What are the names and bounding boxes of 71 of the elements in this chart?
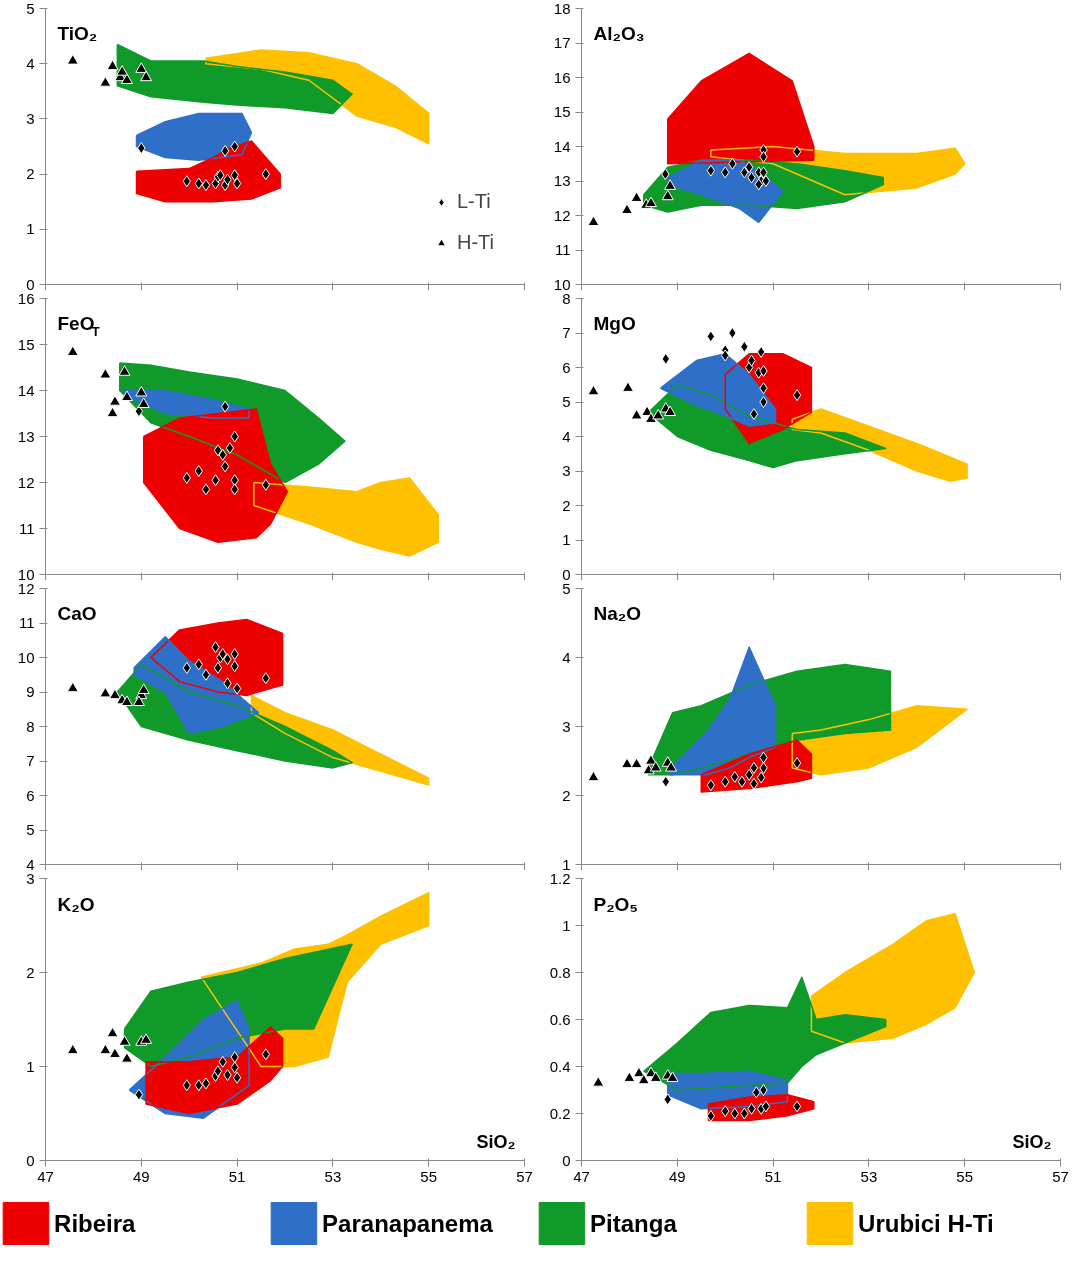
y-tick-label: 4 bbox=[562, 648, 571, 666]
y-tick-label: 13 bbox=[553, 172, 571, 189]
y-tick-label: 3 bbox=[562, 462, 571, 479]
y-tick-label: 4 bbox=[562, 427, 571, 445]
text: K₂O bbox=[57, 894, 95, 916]
y-tick-label: 2 bbox=[562, 496, 571, 514]
x-tick-label: 53 bbox=[324, 1167, 342, 1185]
y-tick-label: 3 bbox=[26, 109, 35, 127]
x-tick-label: 57 bbox=[1052, 1167, 1069, 1185]
y-tick-label: 5 bbox=[26, 0, 35, 17]
y-tick-label: 1 bbox=[26, 220, 35, 238]
y-tick-label: 4 bbox=[26, 54, 35, 72]
legend-label: Paranapanema bbox=[322, 1210, 494, 1237]
y-tick-label: 2 bbox=[26, 963, 35, 981]
y-tick-label: 7 bbox=[562, 324, 571, 341]
y-tick-label: 11 bbox=[18, 614, 35, 631]
y-tick-label: 12 bbox=[553, 206, 571, 224]
x-tick-label: 57 bbox=[516, 1167, 533, 1185]
text: TiO₂ bbox=[57, 23, 98, 45]
text: P₂O₅ bbox=[593, 894, 639, 916]
y-tick-label: 6 bbox=[26, 786, 35, 804]
legend-label: Ribeira bbox=[54, 1210, 137, 1237]
y-tick-label: 15 bbox=[553, 103, 571, 120]
y-tick-label: 0.4 bbox=[549, 1057, 571, 1075]
y-tick-label: 15 bbox=[17, 335, 35, 353]
y-tick-label: 11 bbox=[18, 519, 35, 537]
y-tick-label: 14 bbox=[553, 137, 571, 155]
y-tick-label: 17 bbox=[553, 34, 571, 51]
y-tick-label: 0.8 bbox=[549, 963, 571, 981]
x-tick-label: 55 bbox=[956, 1167, 974, 1185]
x-tick-label: 47 bbox=[573, 1167, 590, 1185]
x-tick-label: 49 bbox=[132, 1167, 150, 1185]
legend-label: Pitanga bbox=[590, 1210, 678, 1237]
y-tick-label: 3 bbox=[562, 717, 571, 735]
legend-label: L-Ti bbox=[456, 190, 491, 213]
y-tick-label: 2 bbox=[26, 165, 35, 183]
text: Na₂O bbox=[593, 603, 641, 625]
text: Al₂O₃ bbox=[593, 23, 645, 45]
y-tick-label: 0 bbox=[562, 1151, 571, 1169]
x-tick-label: 51 bbox=[228, 1167, 246, 1185]
y-tick-label: 0 bbox=[26, 1151, 35, 1169]
x-tick-label: 53 bbox=[860, 1167, 878, 1185]
y-tick-label: 1 bbox=[562, 531, 571, 548]
y-tick-label: 5 bbox=[562, 393, 571, 410]
text: MgO bbox=[593, 313, 636, 335]
y-tick-label: 0.2 bbox=[549, 1104, 571, 1122]
x-tick-label: 51 bbox=[764, 1167, 782, 1185]
legend-label: H-Ti bbox=[456, 231, 494, 254]
y-tick-label: 14 bbox=[17, 381, 35, 399]
y-tick-label: 10 bbox=[17, 648, 35, 666]
x-tick-label: 49 bbox=[668, 1167, 686, 1185]
x-tick-label: 47 bbox=[37, 1167, 54, 1185]
y-tick-label: 2 bbox=[562, 786, 571, 804]
y-tick-label: 1 bbox=[26, 1057, 35, 1075]
y-tick-label: 12 bbox=[17, 473, 35, 491]
y-tick-label: 1 bbox=[562, 916, 571, 934]
y-tick-label: 8 bbox=[26, 717, 35, 735]
y-tick-label: 5 bbox=[26, 821, 35, 838]
y-tick-label: 0.6 bbox=[549, 1010, 571, 1028]
y-tick-label: 16 bbox=[553, 68, 571, 86]
y-tick-label: 11 bbox=[554, 241, 571, 258]
x-axis-title: SiO₂ bbox=[476, 1132, 516, 1153]
y-tick-label: 13 bbox=[17, 427, 35, 445]
x-axis-title: SiO₂ bbox=[1012, 1132, 1052, 1153]
x-tick-label: 55 bbox=[420, 1167, 438, 1185]
text: CaO bbox=[57, 603, 97, 625]
y-tick-label: 6 bbox=[562, 358, 571, 376]
y-tick-label: 9 bbox=[26, 683, 35, 700]
y-tick-label: 7 bbox=[26, 752, 35, 769]
legend-label: Urubici H-Ti bbox=[858, 1210, 994, 1237]
y-tick-label: 18 bbox=[553, 0, 571, 17]
